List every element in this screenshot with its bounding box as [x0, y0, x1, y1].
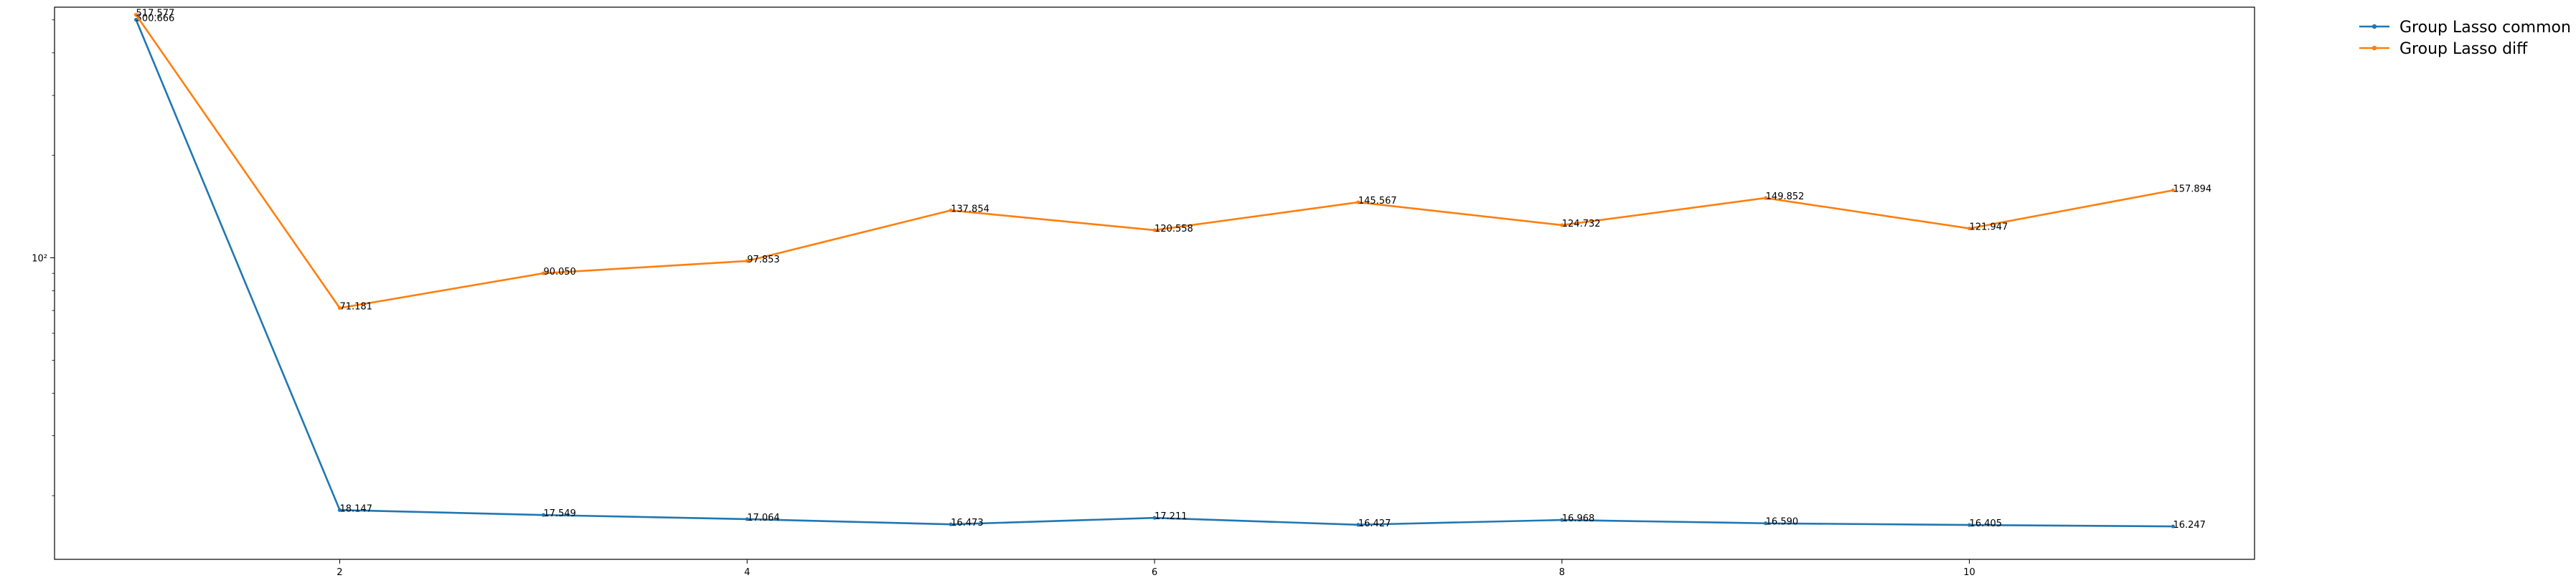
data-point — [1356, 523, 1360, 527]
data-point — [1560, 518, 1564, 522]
x-tick-label: 6 — [1152, 567, 1157, 578]
data-point — [745, 259, 749, 263]
data-label: 124.732 — [1562, 219, 1601, 229]
data-label: 17.549 — [543, 508, 576, 519]
y-tick-label: 10² — [32, 253, 47, 264]
data-label: 16.405 — [1970, 518, 2003, 529]
data-label: 120.558 — [1155, 224, 1193, 234]
data-point — [133, 17, 138, 22]
series-line — [135, 19, 2173, 528]
data-point — [1764, 521, 1768, 526]
data-label: 157.894 — [2173, 184, 2211, 194]
legend-label: Group Lasso diff — [2399, 40, 2528, 58]
data-point — [2171, 524, 2176, 529]
x-tick-label: 2 — [337, 567, 342, 578]
plot-frame — [54, 6, 2255, 560]
data-point — [949, 208, 953, 212]
data-label: 137.854 — [951, 204, 989, 214]
data-label: 121.947 — [1970, 222, 2008, 233]
data-point — [2171, 188, 2176, 192]
y-axis: 10² — [32, 19, 55, 496]
legend-marker — [2371, 24, 2377, 29]
data-label: 97.853 — [747, 255, 780, 265]
data-label: 17.211 — [1155, 511, 1188, 522]
x-tick-label: 4 — [744, 567, 750, 578]
data-point — [1356, 200, 1360, 204]
series-layer: 500.666 18.147 17.549 17.064 16.473 17.211 16.… — [133, 9, 2211, 531]
data-label: 149.852 — [1766, 191, 1805, 202]
data-label: 16.968 — [1562, 513, 1595, 524]
data-label: 90.050 — [543, 267, 576, 278]
data-point — [1967, 523, 1972, 527]
series-line — [135, 14, 2173, 309]
data-point — [949, 522, 953, 526]
data-point — [745, 517, 749, 521]
x-axis: 2 4 6 8 10 — [337, 559, 1975, 578]
x-tick-label: 10 — [1963, 567, 1975, 578]
data-label: 16.247 — [2173, 520, 2206, 531]
data-label: 71.181 — [339, 302, 372, 313]
data-point — [133, 13, 138, 17]
data-label: 145.567 — [1358, 196, 1397, 207]
data-label: 16.590 — [1766, 517, 1799, 528]
data-point — [1764, 196, 1768, 200]
data-point — [337, 305, 342, 311]
data-point — [1560, 223, 1564, 227]
data-point — [541, 271, 545, 275]
data-point — [1152, 516, 1157, 520]
data-label: 16.473 — [951, 518, 984, 529]
data-point — [1967, 226, 1972, 231]
data-label: 517.577 — [136, 9, 175, 19]
legend: Group Lasso common Group Lasso diff — [2359, 19, 2571, 58]
legend-marker — [2371, 45, 2377, 51]
data-point — [337, 508, 342, 512]
data-label: 16.427 — [1358, 518, 1391, 529]
data-label: 18.147 — [339, 503, 372, 514]
data-point — [1152, 228, 1157, 232]
data-point — [541, 513, 545, 517]
data-label: 17.064 — [747, 513, 780, 523]
legend-label: Group Lasso common — [2399, 19, 2571, 37]
data-label: 500.666 — [136, 13, 175, 24]
x-tick-label: 8 — [1559, 567, 1565, 578]
